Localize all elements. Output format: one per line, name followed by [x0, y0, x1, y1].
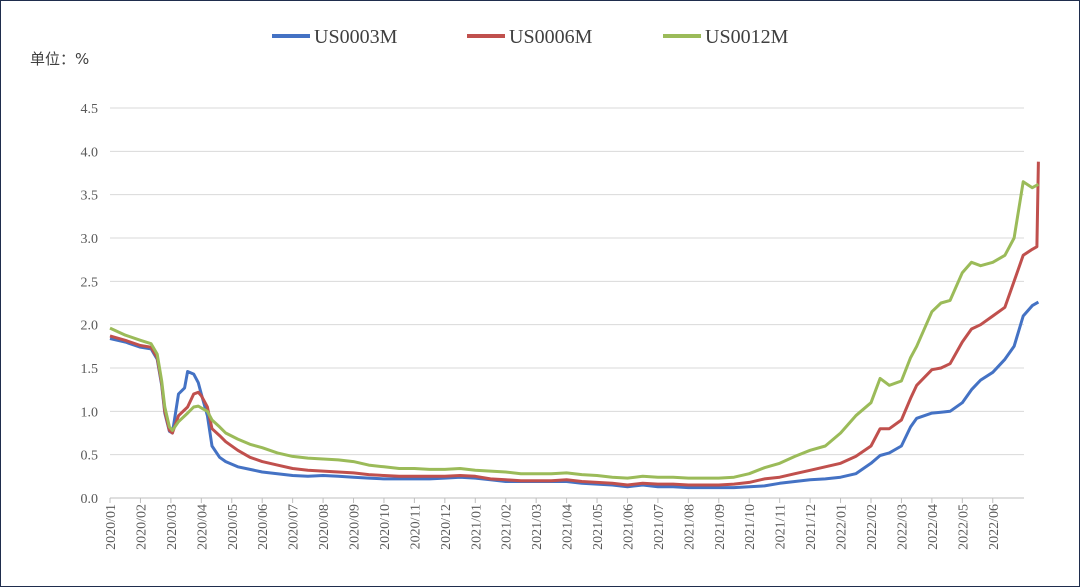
x-tick-label: 2022/03	[895, 504, 910, 550]
x-tick-label: 2021/10	[743, 504, 758, 550]
y-tick-label: 2.5	[81, 275, 99, 290]
gridlines	[110, 107, 1024, 456]
x-tick-label: 2020/12	[439, 504, 454, 550]
x-tick-label: 2021/02	[500, 504, 515, 550]
legend-label: US0003M	[314, 26, 398, 48]
y-tick-label: 0.0	[81, 492, 99, 507]
legend: US0003M US0006M US0012M	[272, 26, 789, 48]
series-line-us0006m	[109, 161, 1040, 487]
x-tick-label: 2021/08	[682, 504, 697, 550]
x-tick-label: 2020/08	[317, 504, 332, 550]
x-tick-label: 2020/04	[195, 504, 210, 550]
y-tick-label: 0.5	[81, 449, 99, 464]
x-tick-label: 2021/11	[774, 504, 789, 549]
x-tick-label: 2022/05	[956, 504, 971, 550]
y-tick-label: 4.0	[81, 145, 99, 160]
x-axis-ticks: 2020/01 2020/02 2020/03 2020/04 2020/05 2020/…	[104, 498, 1002, 550]
x-tick-label: 2022/01	[835, 504, 850, 550]
x-tick-label: 2020/03	[165, 504, 180, 550]
x-tick-label: 2021/07	[652, 504, 667, 550]
x-tick-label: 2022/04	[926, 504, 941, 550]
series-line-us0012m	[109, 180, 1040, 480]
x-tick-label: 2021/03	[530, 504, 545, 550]
x-tick-label: 2021/05	[591, 504, 606, 550]
legend-label: US0012M	[705, 26, 789, 48]
y-tick-label: 2.0	[81, 319, 99, 334]
x-tick-label: 2021/01	[469, 504, 484, 550]
y-tick-label: 1.0	[81, 405, 99, 420]
x-tick-label: 2021/12	[804, 504, 819, 550]
series-lines	[109, 161, 1040, 490]
y-tick-label: 4.5	[81, 102, 99, 117]
y-axis-unit-label: 单位：%	[30, 50, 89, 68]
x-tick-label: 2020/01	[104, 504, 119, 550]
x-tick-label: 2022/02	[865, 504, 880, 550]
x-tick-label: 2021/09	[713, 504, 728, 550]
y-tick-label: 1.5	[81, 362, 99, 377]
x-tick-label: 2021/06	[621, 504, 636, 550]
y-tick-label: 3.0	[81, 232, 99, 247]
x-tick-label: 2020/06	[256, 504, 271, 550]
x-tick-label: 2020/02	[134, 504, 149, 550]
x-tick-label: 2020/07	[287, 504, 302, 550]
x-tick-label: 2020/09	[348, 504, 363, 550]
x-tick-label: 2020/05	[226, 504, 241, 550]
y-axis-ticks: 0.0 0.5 1.0 1.5 2.0 2.5 3.0 3.5 4.0 4.5	[81, 102, 99, 507]
series-line-us0003m	[109, 300, 1040, 490]
x-tick-label: 2020/10	[378, 504, 393, 550]
y-tick-label: 3.5	[81, 189, 99, 204]
x-tick-label: 2020/11	[408, 504, 423, 549]
x-tick-label: 2021/04	[561, 504, 576, 550]
x-tick-label: 2022/06	[987, 504, 1002, 550]
legend-label: US0006M	[509, 26, 593, 48]
